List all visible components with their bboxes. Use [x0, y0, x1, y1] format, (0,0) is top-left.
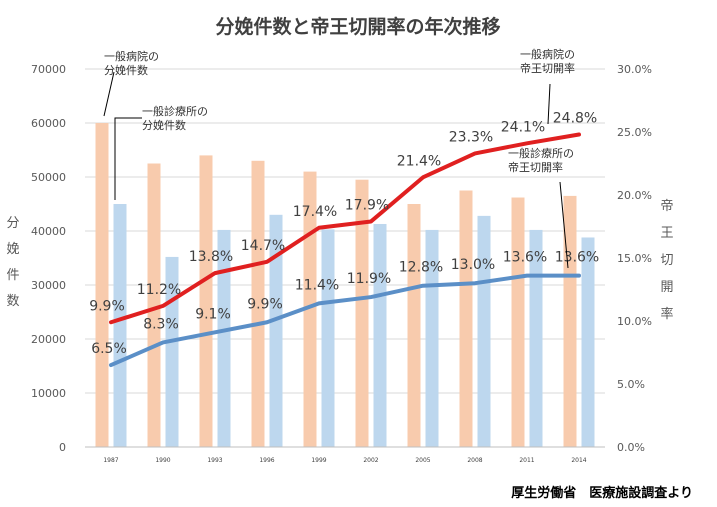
- x-axis-ticks: 1987 1990 1993 1996 1999 2002 2005 2008 2011 2014: [103, 457, 586, 464]
- left-axis-ticks: 0 10000 20000 30000 40000 50000 60000 70000: [31, 63, 66, 454]
- left-axis-title-char: 分: [6, 216, 19, 231]
- right-tick-label: 30.0%: [617, 63, 652, 76]
- hospital-cesarean-line: [109, 132, 581, 325]
- right-axis-title-char: 率: [660, 306, 673, 322]
- x-tick-label: 1999: [311, 457, 326, 464]
- annotation-text: 一般病院の: [104, 49, 159, 63]
- right-axis-title: 帝王切開率: [660, 198, 673, 322]
- right-tick-label: 15.0%: [617, 252, 652, 265]
- annotation-text: 帝王切開率: [520, 61, 575, 75]
- hospital-rate-label: 9.9%: [89, 298, 125, 314]
- clinic-rate-label: 13.6%: [555, 250, 599, 266]
- left-tick-label: 10000: [31, 387, 66, 400]
- clinic-rate-label: 9.9%: [247, 296, 283, 312]
- hospital-delivery-bar: [407, 204, 421, 447]
- right-tick-label: 0.0%: [617, 441, 645, 454]
- clinic-rate-label: 13.6%: [503, 250, 547, 266]
- hospital-rate-label: 23.3%: [449, 129, 493, 145]
- chart-title: 分娩件数と帝王切開率の年次推移: [215, 15, 500, 38]
- annotation-text: 分娩件数: [104, 63, 148, 77]
- clinic-cesarean-line: [109, 273, 581, 368]
- clinic-delivery-bar: [113, 204, 127, 447]
- left-axis-title: 分娩件数: [6, 216, 19, 309]
- annotation-text: 一般病院の: [520, 47, 575, 61]
- hospital-delivery-bar: [511, 197, 525, 447]
- clinic-delivery-bar: [269, 214, 283, 447]
- hospital-rate-label: 24.8%: [553, 111, 597, 127]
- clinic-delivery-bar: [217, 229, 231, 447]
- annotation-text: 一般診療所の: [142, 104, 208, 118]
- clinic-rate-label: 13.0%: [451, 257, 495, 273]
- x-tick-label: 2011: [519, 457, 534, 464]
- clinic-rate-label: 8.3%: [143, 316, 179, 332]
- right-axis-title-char: 開: [660, 280, 673, 295]
- annotation-text: 分娩件数: [142, 118, 186, 132]
- left-tick-label: 60000: [31, 117, 66, 130]
- left-axis-title-char: 娩: [6, 242, 19, 257]
- clinic-rate-label: 12.8%: [399, 260, 443, 276]
- hospital-delivery-bar: [251, 160, 265, 448]
- clinic-rate-label: 9.1%: [195, 306, 231, 322]
- x-tick-label: 2002: [363, 457, 378, 464]
- annotation-leader-line: [114, 117, 142, 200]
- right-axis-title-char: 王: [660, 226, 673, 241]
- x-tick-label: 1996: [259, 457, 274, 464]
- right-tick-label: 25.0%: [617, 126, 652, 139]
- right-axis-ticks: 0.0% 5.0% 10.0% 15.0% 20.0% 25.0% 30.0%: [617, 63, 652, 454]
- x-tick-label: 2014: [571, 457, 586, 464]
- clinic-rate-label: 6.5%: [91, 341, 127, 357]
- clinic-delivery-bar: [477, 215, 491, 447]
- hospital-delivery-bar: [199, 155, 213, 447]
- clinic-delivery-bar: [529, 229, 543, 447]
- data-labels: 9.9% 11.2% 13.8% 14.7% 17.4% 17.9% 21.4% 23.3% 2…: [89, 111, 599, 358]
- hospital-delivery-bar: [147, 163, 161, 447]
- annotation-leader-line: [559, 181, 569, 269]
- left-tick-label: 0: [59, 441, 66, 454]
- clinic-rate-label: 11.9%: [347, 271, 391, 287]
- hospital-delivery-bar: [303, 171, 317, 447]
- clinic-rate-label: 11.4%: [295, 277, 339, 293]
- left-tick-label: 70000: [31, 63, 66, 76]
- hospital-rate-label: 14.7%: [241, 238, 285, 254]
- hospital-rate-label: 11.2%: [137, 282, 181, 298]
- hospital-delivery-bar: [355, 179, 369, 447]
- left-tick-label: 30000: [31, 279, 66, 292]
- left-tick-label: 50000: [31, 171, 66, 184]
- left-tick-label: 20000: [31, 333, 66, 346]
- x-tick-label: 1987: [103, 457, 118, 464]
- left-axis-title-char: 数: [6, 294, 19, 309]
- clinic-delivery-bar: [581, 237, 595, 447]
- bar-series: [95, 123, 595, 448]
- right-tick-label: 10.0%: [617, 315, 652, 328]
- annotation-leader-line: [547, 83, 551, 125]
- hospital-delivery-bar: [95, 123, 109, 447]
- left-tick-label: 40000: [31, 225, 66, 238]
- x-tick-label: 2008: [467, 457, 482, 464]
- clinic-delivery-bar: [321, 229, 335, 447]
- hospital-rate-label: 24.1%: [501, 119, 545, 135]
- x-tick-label: 1990: [155, 457, 170, 464]
- annotation-text: 帝王切開率: [508, 160, 563, 174]
- hospital-delivery-bar: [563, 195, 577, 447]
- hospital-rate-label: 13.8%: [189, 249, 233, 265]
- hospital-rate-label: 17.4%: [293, 204, 337, 220]
- right-tick-label: 5.0%: [617, 378, 645, 391]
- annotation-text: 一般診療所の: [508, 146, 574, 160]
- source-note: 厚生労働省 医療施設調査より: [511, 485, 693, 501]
- hospital-rate-label: 21.4%: [397, 153, 441, 169]
- annotation-leader-line: [103, 71, 115, 117]
- clinic-delivery-bar: [373, 223, 387, 447]
- hospital-rate-label: 17.9%: [345, 197, 389, 213]
- right-axis-title-char: 切: [660, 253, 673, 268]
- x-tick-label: 1993: [207, 457, 222, 464]
- right-tick-label: 20.0%: [617, 189, 652, 202]
- left-axis-title-char: 件: [6, 268, 19, 283]
- x-tick-label: 2005: [415, 457, 430, 464]
- hospital-delivery-bar: [459, 190, 473, 447]
- right-axis-title-char: 帝: [660, 198, 673, 214]
- line-series: [109, 132, 581, 368]
